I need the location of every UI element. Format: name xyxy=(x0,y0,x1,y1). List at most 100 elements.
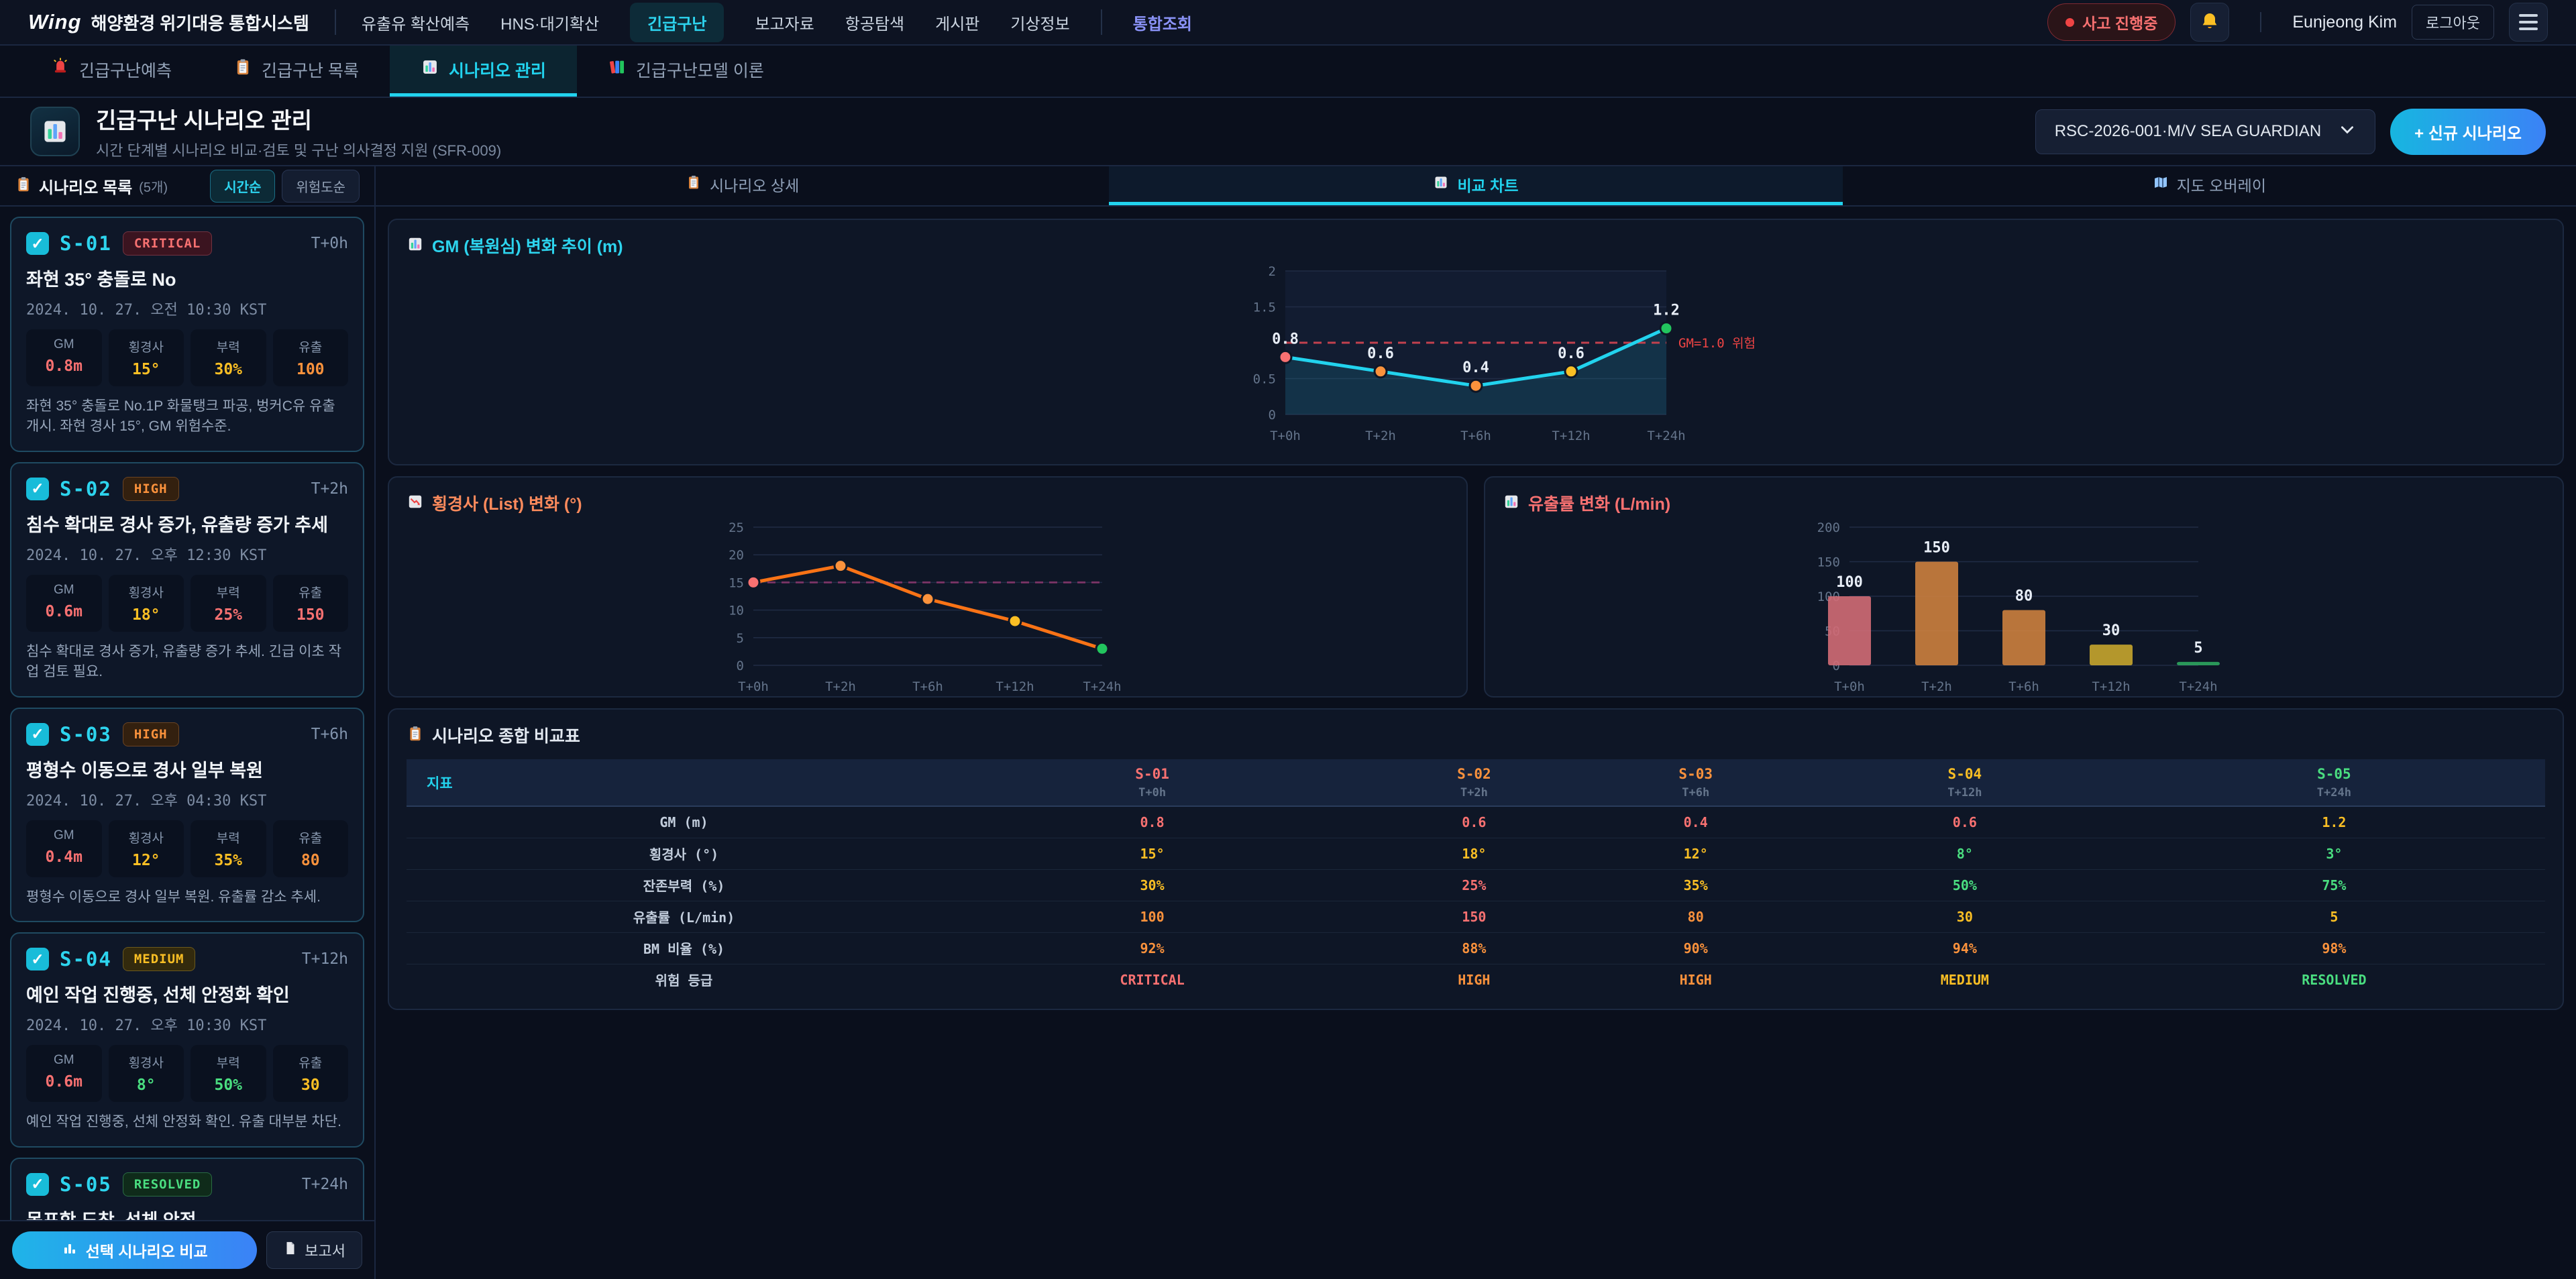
scenario-card-S-04[interactable]: ✓ S-04 MEDIUM T+12h 예인 작업 진행중, 선체 안정화 확인… xyxy=(10,932,364,1148)
view-tab-지도 오버레이[interactable]: 지도 오버레이 xyxy=(1843,166,2576,205)
scenario-card-S-05[interactable]: ✓ S-05 RESOLVED T+24h 목포항 도착, 선체 안정 2024… xyxy=(10,1157,364,1220)
chart-title: 시나리오 종합 비교표 xyxy=(432,727,580,746)
scenario-checkbox[interactable]: ✓ xyxy=(26,722,49,746)
clipboard-icon xyxy=(233,58,252,81)
scenario-description: 평형수 이동으로 경사 일부 복원. 유출률 감소 추세. xyxy=(26,889,321,905)
scenario-datetime: 2024. 10. 27. 오후 12:30 KST xyxy=(26,547,267,564)
scenario-checkbox[interactable]: ✓ xyxy=(26,477,49,500)
svg-text:T+2h: T+2h xyxy=(825,679,856,694)
table-header-S-04: S-04 T+12h xyxy=(1806,759,2123,807)
nav-item-기상정보[interactable]: 기상정보 xyxy=(1010,15,1070,34)
clipboard-icon xyxy=(407,725,424,746)
metric-횡경사: 횡경사 18° xyxy=(108,574,184,632)
table-header-row: 지표 S-01 T+0h S-02 T+2h S-03 T+6h S-04 T+… xyxy=(407,759,2545,807)
scenario-id: S-02 xyxy=(60,477,112,500)
metric-횡경사: 횡경사 15° xyxy=(108,329,184,386)
svg-text:5: 5 xyxy=(737,631,744,646)
page-header-actions: RSC-2026-001·M/V SEA GUARDIAN + 신규 시나리오 xyxy=(2035,108,2546,155)
cell: 3° xyxy=(2123,837,2545,869)
nav-item-긴급구난[interactable]: 긴급구난 xyxy=(630,2,724,42)
menu-button[interactable] xyxy=(2509,3,2548,42)
svg-text:GM=1.0 위험: GM=1.0 위험 xyxy=(1678,336,1756,351)
svg-text:100: 100 xyxy=(1836,574,1863,591)
page-subtitle: 시간 단계별 시나리오 비교·검토 및 구난 의사결정 지원 (SFR-009) xyxy=(96,142,502,159)
nav-item-통합조회[interactable]: 통합조회 xyxy=(1132,15,1193,34)
module-tab-긴급구난모델 이론[interactable]: 긴급구난모델 이론 xyxy=(577,46,795,97)
module-tab-긴급구난 목록[interactable]: 긴급구난 목록 xyxy=(203,46,390,97)
case-selector-value: RSC-2026-001·M/V SEA GUARDIAN xyxy=(2054,122,2322,140)
nav-item-HNS·대기확산[interactable]: HNS·대기확산 xyxy=(500,15,600,34)
app-brand: 해양환경 위기대응 통합시스템 xyxy=(91,13,309,34)
nav-item-항공탐색[interactable]: 항공탐색 xyxy=(845,15,905,34)
cell: 12° xyxy=(1585,837,1807,869)
map-icon xyxy=(2153,174,2169,194)
scenario-card-S-03[interactable]: ✓ S-03 HIGH T+6h 평형수 이동으로 경사 일부 복원 2024.… xyxy=(10,707,364,923)
scenario-checkbox[interactable]: ✓ xyxy=(26,232,49,255)
scenario-card-S-02[interactable]: ✓ S-02 HIGH T+2h 침수 확대로 경사 증가, 유출량 증가 추세… xyxy=(10,461,364,698)
report-button[interactable]: 보고서 xyxy=(266,1231,362,1269)
table-header-metric: 지표 xyxy=(407,759,941,807)
scenario-title: 예인 작업 진행중, 선체 안정화 확인 xyxy=(26,985,290,1006)
cell: 88% xyxy=(1363,932,1585,964)
risk-level-badge: HIGH xyxy=(122,476,179,501)
sort-by-time-button[interactable]: 시간순 xyxy=(210,169,276,203)
scenario-metrics: GM 0.8m 횡경사 15° 부력 30% 유출 100 xyxy=(26,329,348,386)
cell: 100 xyxy=(941,900,1364,932)
sort-by-risk-button[interactable]: 위험도순 xyxy=(282,169,360,203)
new-scenario-button[interactable]: + 신규 시나리오 xyxy=(2390,108,2546,155)
scenario-time-offset: T+0h xyxy=(311,235,348,252)
table-row: 유출률 (L/min) 100 150 80 30 5 xyxy=(407,900,2545,932)
cell: MEDIUM xyxy=(1806,963,2123,995)
row-label: BM 비율 (%) xyxy=(407,932,941,964)
scenario-title: 목포항 도착, 선체 안정 xyxy=(26,1206,348,1220)
cell: 90% xyxy=(1585,932,1807,964)
svg-text:80: 80 xyxy=(2015,588,2033,605)
logout-button[interactable]: 로그아웃 xyxy=(2412,5,2494,40)
chart-icon xyxy=(407,235,424,256)
table-header-S-03: S-03 T+6h xyxy=(1585,759,1807,807)
books-icon xyxy=(608,58,627,81)
nav-item-게시판[interactable]: 게시판 xyxy=(935,15,980,34)
document-icon xyxy=(283,1241,298,1260)
scenario-checkbox[interactable]: ✓ xyxy=(26,948,49,971)
case-selector[interactable]: RSC-2026-001·M/V SEA GUARDIAN xyxy=(2035,109,2376,154)
svg-text:0.6: 0.6 xyxy=(1367,345,1394,362)
module-tab-긴급구난예측[interactable]: 긴급구난예측 xyxy=(20,46,203,97)
svg-text:T+2h: T+2h xyxy=(1921,679,1952,694)
svg-text:150: 150 xyxy=(1817,555,1840,570)
table-header-S-05: S-05 T+24h xyxy=(2123,759,2545,807)
module-tab-시나리오 관리[interactable]: 시나리오 관리 xyxy=(389,46,577,97)
scenario-time-offset: T+2h xyxy=(311,480,348,498)
metric-GM: GM 0.4m xyxy=(26,820,102,877)
view-tab-비교 차트[interactable]: 비교 차트 xyxy=(1109,166,1843,205)
scenario-card-S-01[interactable]: ✓ S-01 CRITICAL T+0h 좌현 35° 충돌로 No 2024.… xyxy=(10,217,364,452)
row-label: 유출률 (L/min) xyxy=(407,900,941,932)
row-label: 위험 등급 xyxy=(407,963,941,995)
svg-text:T+0h: T+0h xyxy=(738,679,769,694)
scenario-title: 평형수 이동으로 경사 일부 복원 xyxy=(26,760,263,781)
cell: 8° xyxy=(1806,837,2123,869)
compare-scenarios-button[interactable]: 선택 시나리오 비교 xyxy=(12,1231,258,1269)
page-chart-icon xyxy=(30,107,80,156)
chart-icon xyxy=(1433,174,1449,194)
table-row: GM (m) 0.8 0.6 0.4 0.6 1.2 xyxy=(407,805,2545,838)
svg-text:T+6h: T+6h xyxy=(2008,679,2039,694)
cell: 30 xyxy=(1806,900,2123,932)
cell: 0.4 xyxy=(1585,805,1807,838)
divider xyxy=(2260,12,2262,32)
cell: 50% xyxy=(1806,869,2123,901)
view-tab-시나리오 상세[interactable]: 시나리오 상세 xyxy=(376,166,1109,205)
cell: 5 xyxy=(2123,900,2545,932)
chevron-down-icon xyxy=(2339,121,2356,143)
nav-item-유출유 확산예측[interactable]: 유출유 확산예측 xyxy=(361,15,470,34)
chart-icon xyxy=(1503,493,1520,514)
notifications-button[interactable] xyxy=(2190,3,2230,42)
metric-GM: GM 0.8m xyxy=(26,329,102,386)
cell: 35% xyxy=(1585,869,1807,901)
topbar-menu: 유출유 확산예측 HNS·대기확산 긴급구난 보고자료 항공탐색 게시판 기상정보 통합조회 xyxy=(361,2,1193,42)
svg-text:1.5: 1.5 xyxy=(1253,300,1276,315)
scenario-checkbox[interactable]: ✓ xyxy=(26,1172,49,1196)
svg-text:T+24h: T+24h xyxy=(2179,679,2217,694)
svg-text:T+12h: T+12h xyxy=(996,679,1034,694)
nav-item-보고자료[interactable]: 보고자료 xyxy=(755,15,814,34)
